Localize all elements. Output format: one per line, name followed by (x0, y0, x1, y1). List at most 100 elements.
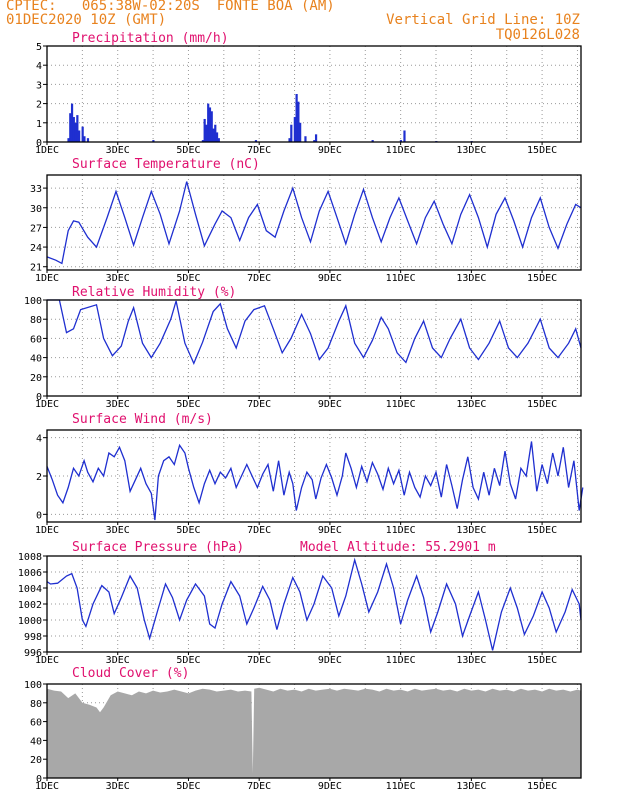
y-tick-label: 21 (30, 263, 42, 274)
x-tick-label: 1DEC (35, 525, 59, 536)
x-tick-label: 9DEC (318, 399, 342, 410)
x-tick-label: 7DEC (247, 273, 271, 284)
y-tick-label: 1 (36, 119, 42, 130)
y-tick-label: 0 (36, 510, 42, 521)
precip-bar (293, 117, 296, 142)
panel-title: Relative Humidity (%) (72, 285, 236, 300)
x-tick-label: 11DEC (386, 655, 416, 666)
precip-bar (313, 140, 316, 142)
grid-note: Vertical Grid Line: 10Z (386, 12, 580, 28)
y-tick-label: 40 (30, 354, 42, 365)
panel-6: 0 20 40 60 80 100 1DEC 3DEC 5DEC 7DEC 9DEC 11DEC 13D… (24, 666, 582, 792)
x-tick-label: 3DEC (106, 273, 130, 284)
y-tick-label: 60 (30, 718, 42, 729)
x-tick-label: 15DEC (527, 655, 557, 666)
x-tick-label: 11DEC (386, 273, 416, 284)
x-tick-label: 9DEC (318, 145, 342, 156)
model-altitude: Model Altitude: 55.2901 m (300, 540, 496, 555)
x-tick-label: 11DEC (386, 525, 416, 536)
precip-bar (76, 115, 79, 142)
x-tick-label: 7DEC (247, 525, 271, 536)
precip-bar (152, 140, 155, 142)
x-tick-label: 13DEC (456, 273, 486, 284)
x-tick-label: 15DEC (527, 273, 557, 284)
precip-bar (217, 138, 220, 142)
station-header: CPTEC: 065:38W-02:20S FONTE BOA (AM) (6, 0, 335, 14)
y-tick-label: 20 (30, 373, 42, 384)
x-tick-label: 7DEC (247, 145, 271, 156)
y-tick-label: 1008 (18, 552, 42, 563)
precip-bar (201, 140, 205, 142)
precip-bar (399, 140, 403, 142)
y-tick-label: 2 (36, 100, 42, 111)
x-tick-label: 13DEC (456, 655, 486, 666)
x-tick-label: 9DEC (318, 781, 342, 792)
precip-bar (403, 130, 406, 142)
panel-frame (46, 45, 582, 143)
x-tick-label: 1DEC (35, 655, 59, 666)
precip-bar (67, 138, 70, 142)
y-tick-label: 2 (36, 472, 42, 483)
x-tick-label: 11DEC (386, 145, 416, 156)
y-tick-label: 40 (30, 736, 42, 747)
y-tick-label: 1004 (18, 584, 42, 595)
y-tick-label: 100 (24, 296, 42, 307)
precip-bar (210, 111, 213, 142)
y-tick-label: 1000 (18, 616, 42, 627)
x-tick-label: 3DEC (106, 145, 130, 156)
panel-title: Cloud Cover (%) (72, 666, 189, 681)
precip-bar (214, 124, 217, 142)
panel-title: Surface Pressure (hPa) (72, 540, 244, 555)
y-tick-label: 1006 (18, 568, 42, 579)
precip-bar (288, 138, 291, 142)
panel-title: Surface Temperature (nC) (72, 157, 260, 172)
panel-frame (46, 174, 582, 271)
y-tick-label: 996 (24, 648, 42, 659)
panel-title: Precipitation (mm/h) (72, 31, 229, 46)
y-tick-label: 0 (36, 138, 42, 149)
precip-bar (69, 113, 72, 142)
precip-bar (208, 107, 212, 142)
x-tick-label: 11DEC (386, 399, 416, 410)
precip-bar (297, 101, 300, 142)
precip-bar (295, 94, 298, 142)
panel-3: 0 20 40 60 80 100 1DEC 3DEC 5DEC 7DEC 9DEC 11DEC 13D… (24, 285, 582, 410)
y-tick-label: 60 (30, 334, 42, 345)
panel-2: 21 24 27 30 33 1DEC 3DEC 5DEC 7DEC 9DEC 11DEC 13DEC… (30, 157, 582, 284)
panel-5: 996 998 1000 1002 1004 1006 1008 1DEC 3DEC 5DEC 7D… (18, 540, 582, 666)
y-tick-label: 4 (36, 61, 42, 72)
series-line (46, 557, 582, 651)
cloud-cover-area (47, 687, 581, 778)
panel-title: Surface Wind (m/s) (72, 412, 213, 427)
x-tick-label: 5DEC (176, 781, 200, 792)
precip-bar (81, 126, 84, 142)
x-tick-label: 13DEC (456, 399, 486, 410)
precip-bar (74, 122, 77, 142)
series-line (47, 299, 582, 366)
y-tick-label: 100 (24, 680, 42, 691)
precip-bar (205, 124, 208, 142)
x-tick-label: 13DEC (456, 145, 486, 156)
model-code: TQ0126L028 (495, 27, 580, 43)
series-line (46, 181, 582, 265)
x-tick-label: 9DEC (318, 273, 342, 284)
precip-bar (72, 117, 75, 142)
x-tick-label: 7DEC (247, 655, 271, 666)
run-datetime: 01DEC2020 10Z (GMT) (6, 12, 167, 28)
x-tick-label: 7DEC (247, 781, 271, 792)
x-tick-label: 15DEC (527, 145, 557, 156)
precip-bar (83, 136, 86, 142)
x-tick-label: 3DEC (106, 781, 130, 792)
precip-bar (290, 124, 293, 142)
y-tick-label: 0 (36, 392, 42, 403)
precip-bar (371, 140, 374, 142)
x-tick-label: 3DEC (106, 525, 130, 536)
x-tick-label: 5DEC (176, 145, 200, 156)
y-tick-label: 998 (24, 632, 42, 643)
precip-bar (215, 132, 219, 142)
x-tick-label: 15DEC (527, 781, 557, 792)
precip-bar (299, 122, 302, 142)
x-tick-label: 15DEC (527, 525, 557, 536)
x-tick-label: 5DEC (176, 399, 200, 410)
